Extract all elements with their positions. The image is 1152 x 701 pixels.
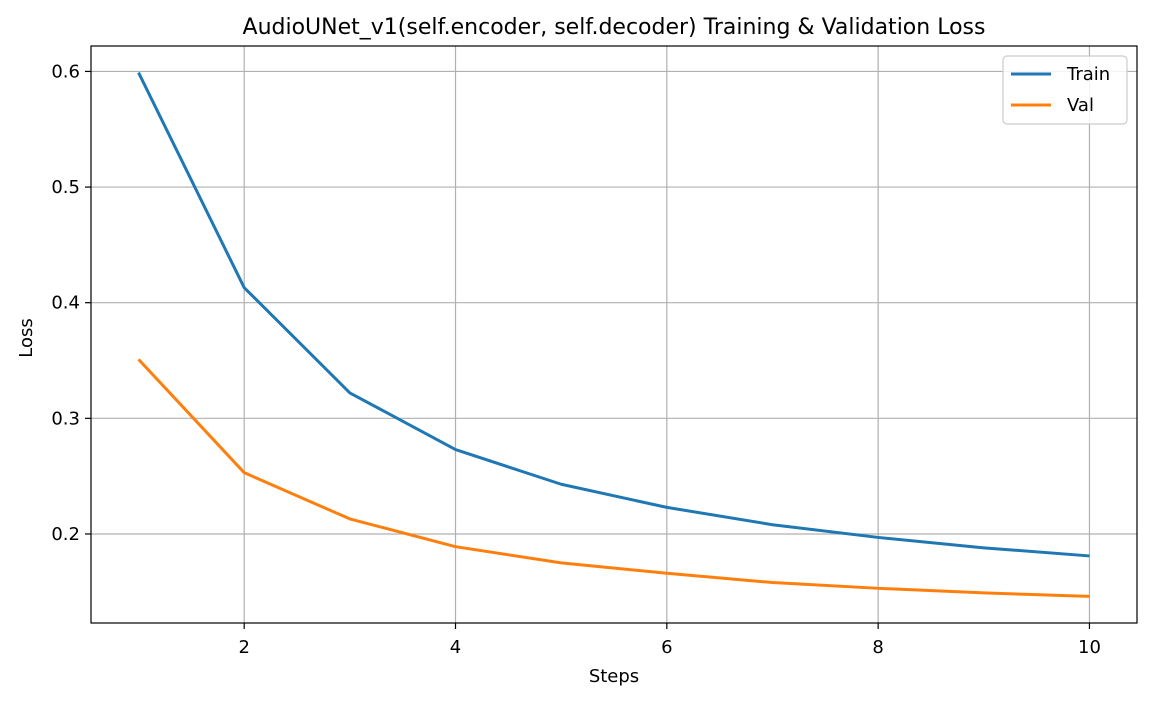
x-tick-label: 6 (661, 637, 672, 658)
series-line-train (137, 71, 1090, 558)
x-tick-label: 10 (1078, 637, 1101, 658)
plot-area (90, 45, 1138, 624)
y-axis-label: Loss (16, 318, 37, 357)
y-tick-label: 0.3 (51, 408, 80, 429)
x-axis-label: Steps (589, 666, 639, 687)
x-tick-label: 2 (238, 637, 249, 658)
y-tick-label: 0.2 (51, 524, 80, 545)
chart-title: AudioUNet_v1(self.encoder, self.decoder)… (243, 15, 986, 40)
series-lines (137, 71, 1090, 598)
axis-ticks: 2 4 6 8 10 0.2 0.3 0.4 0.5 0.6 (51, 61, 1101, 658)
legend-label-val: Val (1067, 95, 1094, 116)
series-line-val (137, 358, 1090, 598)
legend: Train Val (1002, 55, 1128, 125)
y-tick-label: 0.5 (51, 177, 80, 198)
x-tick-label: 8 (872, 637, 883, 658)
y-tick-label: 0.6 (51, 61, 80, 82)
grid (91, 46, 1137, 623)
legend-label-train: Train (1066, 64, 1110, 85)
y-tick-label: 0.4 (51, 293, 80, 314)
x-tick-label: 4 (450, 637, 461, 658)
